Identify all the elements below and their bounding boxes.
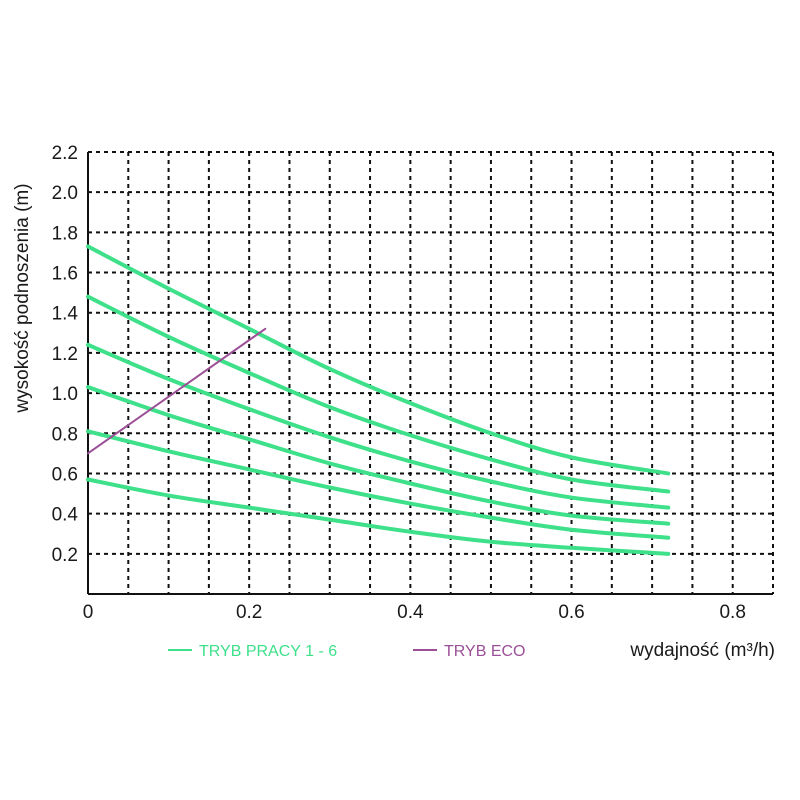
y-tick-label: 1.8: [52, 223, 78, 244]
x-tick-label: 0.2: [236, 602, 262, 623]
y-tick-label: 1.4: [52, 304, 79, 325]
legend-label-tryb-pracy: TRYB PRACY 1 - 6: [199, 643, 337, 660]
y-tick-label: 2.0: [52, 183, 78, 204]
x-tick-label: 0.4: [397, 602, 424, 623]
series-line-tryb-pracy-1: [86, 244, 671, 476]
legend: TRYB PRACY 1 - 6 TRYB ECO: [168, 643, 526, 660]
series-line-tryb-pracy-3: [86, 342, 671, 510]
legend-label-tryb-eco: TRYB ECO: [444, 643, 526, 660]
x-tick-label: 0: [83, 602, 94, 623]
tick-labels: 0.2 0.4 0.6 0.8 1.0 1.2 1.4 1.6 1.8 2.0 2.2 0 0.2 0.4…: [52, 143, 746, 623]
y-tick-label: 1.6: [52, 264, 78, 285]
x-tick-label: 0.8: [719, 602, 745, 623]
y-tick-label: 1.0: [52, 384, 78, 405]
y-tick-label: 0.4: [52, 505, 79, 526]
x-tick-label: 0.6: [558, 602, 584, 623]
series-line-tryb-pracy-5: [86, 429, 671, 540]
y-tick-label: 1.2: [52, 344, 78, 365]
y-tick-label: 0.8: [52, 424, 78, 445]
y-tick-label: 0.2: [52, 545, 78, 566]
series-line-tryb-pracy-4: [86, 385, 671, 526]
y-tick-label: 0.6: [52, 464, 78, 485]
series-line-tryb-pracy-2: [86, 294, 671, 494]
series-line-tryb-eco: [87, 327, 267, 455]
y-axis-label: wysokość podnoszenia (m): [12, 183, 33, 413]
series-line-tryb-pracy-6: [86, 477, 671, 556]
grid: [87, 151, 774, 595]
series-lines: [86, 244, 671, 556]
y-tick-label: 2.2: [52, 143, 78, 164]
x-axis-label: wydajność (m³/h): [629, 640, 775, 661]
